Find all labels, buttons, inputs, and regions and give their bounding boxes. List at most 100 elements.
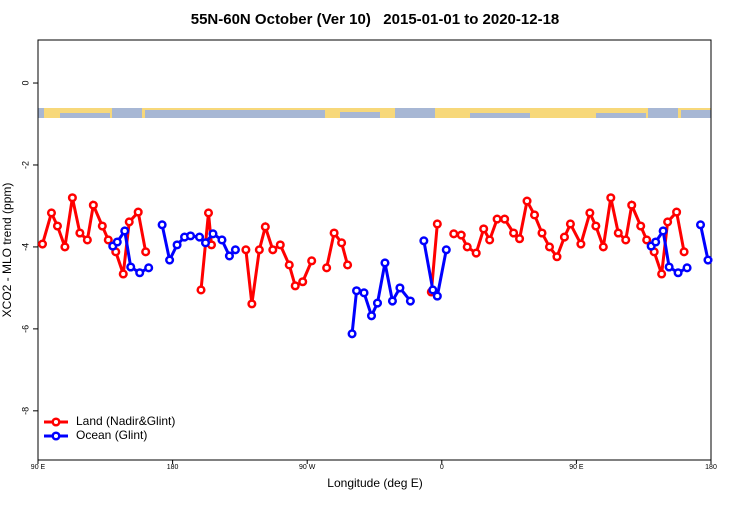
data-point (576, 239, 586, 249)
data-point (673, 268, 683, 278)
data-point (372, 298, 383, 308)
data-point (395, 283, 405, 293)
data-point (663, 217, 673, 227)
data-point (52, 221, 62, 231)
data-point (194, 232, 205, 242)
y-axis-label: XCO2 - MLO trend (ppm) (0, 183, 14, 318)
data-point (598, 242, 608, 252)
data-point (537, 228, 547, 238)
data-point (606, 193, 616, 203)
data-point (544, 242, 555, 252)
data-point (529, 210, 540, 220)
y-tick-label: 0 (20, 81, 30, 86)
data-point (552, 252, 562, 262)
data-point (224, 251, 234, 261)
data-point (97, 221, 107, 231)
data-point (172, 240, 182, 250)
plot-frame (37, 39, 712, 461)
data-point (664, 262, 674, 272)
data-point (247, 299, 257, 309)
data-point (441, 245, 451, 255)
data-point (144, 263, 154, 273)
data-point (343, 260, 353, 270)
x-tick-label: 180 (167, 464, 179, 471)
data-point (613, 228, 623, 238)
chart-title: 55N-60N October (Ver 10) 2015-01-01 to 2… (191, 11, 560, 28)
data-point (695, 220, 706, 230)
data-point (405, 296, 415, 306)
data-point (37, 239, 48, 249)
data-point (651, 237, 661, 247)
x-tick-label: 0 (440, 464, 444, 471)
y-tick-label: -2 (20, 161, 30, 169)
data-point (679, 247, 689, 257)
data-point (88, 200, 98, 210)
data-point (75, 228, 85, 238)
data-point (500, 214, 510, 224)
data-point (275, 240, 285, 250)
data-point (366, 311, 377, 321)
data-point (642, 235, 652, 245)
data-point (135, 268, 145, 278)
data-point (428, 285, 438, 295)
data-point (585, 208, 595, 218)
y-tick-label: -6 (20, 325, 30, 333)
data-point (449, 229, 459, 239)
data-point (471, 248, 481, 258)
data-point (200, 238, 211, 248)
data-point (359, 288, 369, 298)
data-point (522, 196, 532, 206)
y-tick-label: -8 (20, 407, 30, 415)
data-point (565, 219, 575, 229)
data-point (120, 226, 130, 236)
data-point (165, 255, 175, 265)
data-point (657, 269, 667, 279)
data-point (621, 235, 631, 245)
land-mask-strip (38, 108, 711, 118)
data-point (658, 226, 668, 236)
data-point (103, 235, 113, 245)
data-point (298, 277, 308, 287)
data-point (636, 221, 646, 231)
data-point (260, 222, 270, 232)
data-point (492, 214, 502, 224)
data-point (290, 281, 300, 291)
x-tick-label: 90 W (299, 464, 316, 471)
data-point (126, 262, 136, 272)
data-point (672, 207, 682, 217)
data-point (185, 231, 196, 241)
data-point (217, 235, 227, 245)
data-point (485, 235, 495, 245)
data-point (432, 291, 442, 301)
data-point (60, 242, 70, 252)
data-point (347, 329, 357, 339)
legend-marker (51, 431, 61, 441)
data-point (432, 219, 442, 229)
data-point (456, 230, 466, 240)
data-point (141, 247, 151, 257)
legend-label: Land (Nadir&Glint) (76, 414, 175, 428)
data-point (337, 238, 347, 248)
data-point (419, 236, 429, 246)
data-point (352, 286, 362, 296)
data-point (284, 260, 294, 270)
data-point (82, 235, 92, 245)
data-point (682, 263, 692, 273)
data-point (462, 242, 472, 252)
data-point (124, 217, 134, 227)
data-point (196, 285, 206, 295)
data-point (387, 296, 397, 306)
data-point (208, 229, 218, 239)
x-tick-label: 90 E (569, 464, 584, 471)
data-point (67, 193, 77, 203)
data-point (559, 232, 569, 242)
data-point (133, 207, 143, 217)
data-point (515, 234, 525, 244)
data-point (230, 245, 240, 255)
data-point (627, 200, 637, 210)
data-point (254, 245, 264, 255)
data-point (203, 208, 214, 218)
x-tick-label: 180 (705, 464, 717, 471)
data-point (380, 258, 390, 268)
